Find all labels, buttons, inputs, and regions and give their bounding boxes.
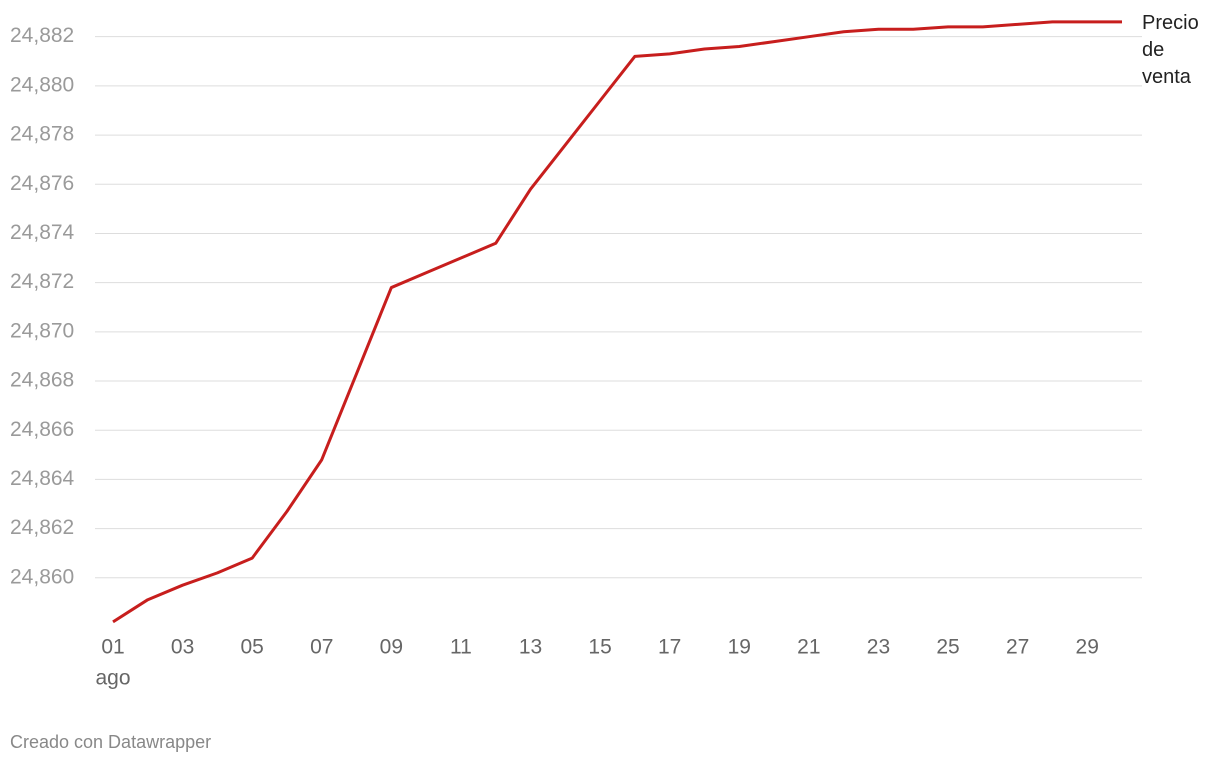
- x-tick-label: 29: [1076, 636, 1099, 659]
- y-tick-label: 24,872: [10, 270, 74, 293]
- y-tick-label: 24,862: [10, 516, 74, 539]
- x-tick-label: 05: [240, 636, 263, 659]
- x-tick-label: 11: [450, 636, 472, 659]
- x-tick-label: 01: [101, 636, 124, 659]
- y-tick-label: 24,870: [10, 319, 74, 342]
- x-tick-label: 09: [380, 636, 403, 659]
- x-tick-label: 27: [1006, 636, 1029, 659]
- x-tick-label: 25: [936, 636, 959, 659]
- y-tick-label: 24,864: [10, 467, 75, 490]
- x-tick-label: 15: [588, 636, 611, 659]
- series-label: Precio de venta: [1142, 12, 1199, 88]
- y-tick-label: 24,874: [10, 221, 75, 244]
- y-tick-label: 24,876: [10, 172, 74, 195]
- x-tick-label: 07: [310, 636, 333, 659]
- y-tick-label: 24,866: [10, 418, 74, 441]
- credit: Creado con Datawrapper: [10, 732, 212, 752]
- x-tick-label: 13: [519, 636, 542, 659]
- x-tick-label: 23: [867, 636, 890, 659]
- x-tick-label: 21: [797, 636, 820, 659]
- x-tick-label: 17: [658, 636, 681, 659]
- y-tick-label: 24,860: [10, 565, 74, 588]
- x-tick-label: 03: [171, 636, 194, 659]
- y-tick-label: 24,868: [10, 369, 74, 392]
- y-tick-label: 24,882: [10, 24, 74, 47]
- x-tick-label: 19: [728, 636, 751, 659]
- x-tick-sublabel: ago: [95, 667, 130, 690]
- y-tick-label: 24,880: [10, 73, 74, 96]
- y-tick-label: 24,878: [10, 123, 74, 146]
- line: [112, 20, 1122, 624]
